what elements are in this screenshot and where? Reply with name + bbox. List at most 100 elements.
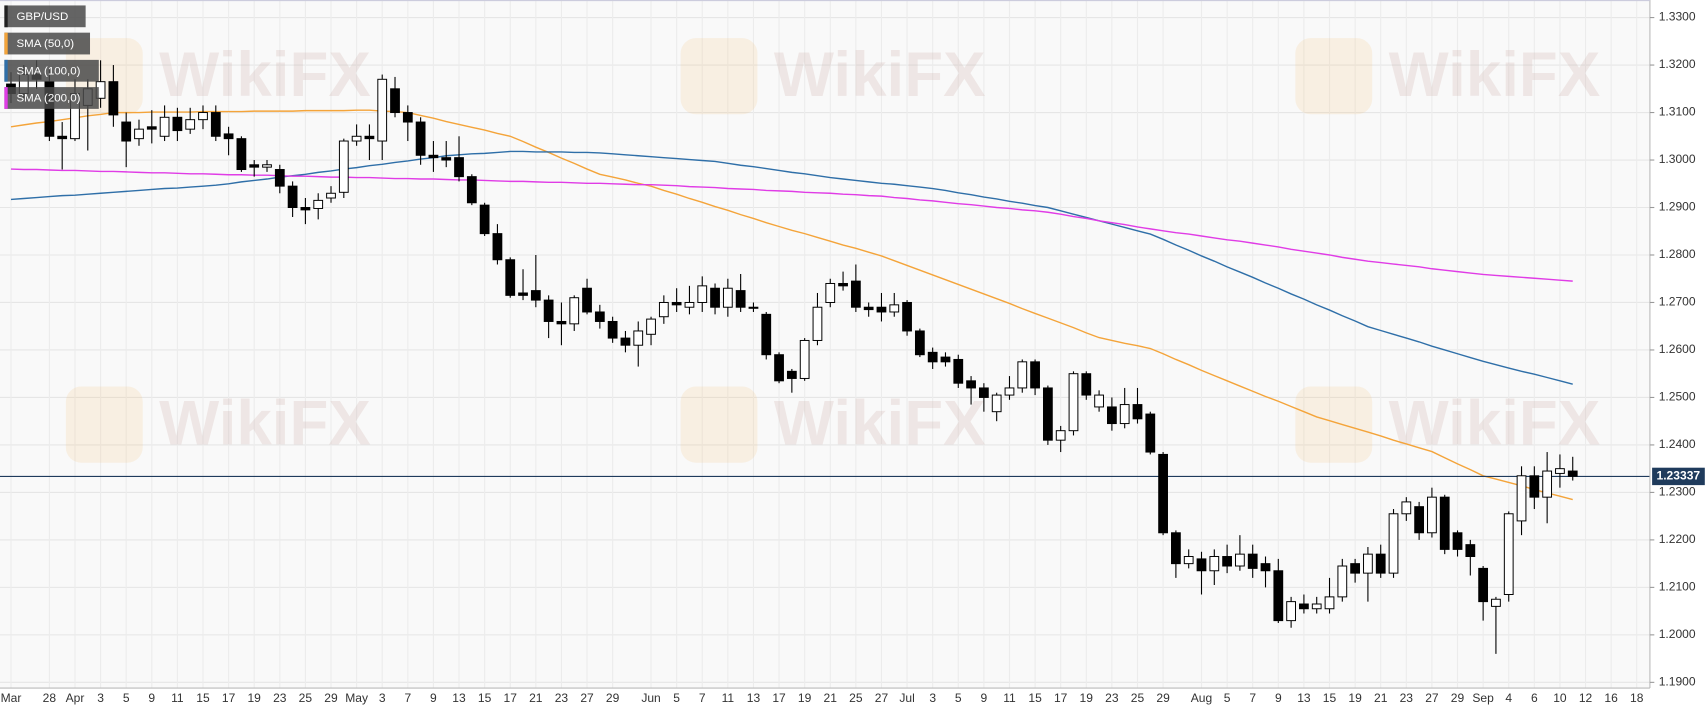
- x-tick-label: 4: [1505, 691, 1512, 705]
- candle-body: [1260, 563, 1271, 572]
- candle-body: [1414, 506, 1425, 534]
- x-tick-label: 21: [824, 691, 838, 705]
- candle-body: [454, 157, 464, 178]
- x-tick-label: 27: [580, 691, 594, 705]
- candle-body: [1478, 567, 1489, 603]
- candle-body: [1119, 404, 1130, 425]
- x-tick-label: 11: [171, 691, 184, 705]
- x-tick-label: 16: [1604, 691, 1618, 705]
- candle-body: [402, 112, 413, 123]
- y-tick-label: 1.2800: [1659, 247, 1696, 261]
- x-tick-label: 25: [1131, 691, 1145, 705]
- candle-body: [44, 81, 55, 137]
- candle-body: [377, 78, 388, 142]
- x-tick-label: 11: [722, 691, 735, 705]
- candle-body: [223, 133, 234, 140]
- candle-body: [428, 154, 439, 159]
- candle-body: [300, 207, 311, 211]
- x-tick-label: May: [345, 691, 368, 705]
- x-tick-label: 9: [430, 691, 437, 705]
- x-tick-label: Apr: [66, 691, 85, 705]
- sma-lines: [0, 109, 1650, 501]
- candle-body: [236, 138, 247, 171]
- y-tick-label: 1.3000: [1659, 152, 1696, 166]
- candle-body: [838, 282, 848, 287]
- candle-body: [1055, 430, 1066, 441]
- candle-body: [1465, 544, 1476, 558]
- y-tick-label: 1.2200: [1659, 532, 1696, 546]
- candle-body: [735, 290, 746, 308]
- candle-body: [1183, 556, 1194, 565]
- candle-body: [518, 292, 528, 296]
- x-tick-label: 9: [1275, 691, 1282, 705]
- watermarks: WikiFX WikiFX WikiFX WikiFX WikiFX WikiFX: [65, 38, 1601, 463]
- x-tick-label: 5: [673, 691, 680, 705]
- candle-body: [1452, 532, 1463, 550]
- watermark-text: WikiFX: [159, 389, 371, 459]
- candle-body: [479, 204, 490, 235]
- watermark-text: WikiFX: [159, 40, 371, 110]
- candle-body: [1158, 453, 1168, 534]
- candle-body: [1030, 361, 1040, 389]
- y-tick-label: 1.3100: [1659, 105, 1696, 119]
- candle-body: [1491, 598, 1501, 607]
- candle-body: [761, 313, 772, 356]
- candle-body: [390, 88, 400, 114]
- x-tick-label: Aug: [1191, 691, 1212, 705]
- candle-body: [1350, 563, 1361, 574]
- x-tick-label: 25: [299, 691, 313, 705]
- legend-box: [4, 59, 99, 82]
- x-tick-label: 17: [222, 691, 236, 705]
- x-tick-label: 17: [772, 691, 786, 705]
- candle-body: [710, 287, 720, 308]
- candle-body: [876, 306, 887, 313]
- x-tick-label: 21: [1374, 691, 1388, 705]
- y-tick-label: 1.2100: [1659, 580, 1696, 594]
- y-tick-label: 1.3200: [1659, 57, 1696, 71]
- watermark-text: WikiFX: [774, 40, 986, 110]
- x-tick-label: 29: [606, 691, 620, 705]
- candle-body: [556, 320, 567, 325]
- x-tick-label: 23: [1105, 691, 1119, 705]
- candle-body: [313, 199, 324, 209]
- legend: GBP/USD SMA (50,0) SMA (100,0) SMA (200,0): [4, 5, 99, 109]
- candle-body: [671, 301, 682, 306]
- candle-body: [1145, 413, 1156, 453]
- candle-body: [1196, 558, 1207, 572]
- legend-label: SMA (100,0): [16, 65, 80, 77]
- x-tick-label: 3: [379, 691, 386, 705]
- candle-body: [863, 306, 874, 311]
- x-tick-label: 29: [1451, 691, 1465, 705]
- candle-body: [287, 185, 298, 208]
- x-tick-label: 15: [196, 691, 210, 705]
- x-tick-label: Mar: [1, 691, 22, 705]
- candle-body: [146, 126, 157, 130]
- x-tick-label: 5: [123, 691, 130, 705]
- y-tick-label: 1.2300: [1659, 485, 1696, 499]
- candle-body: [1247, 553, 1258, 569]
- candle-body: [774, 354, 784, 382]
- y-tick-label: 1.3300: [1659, 10, 1696, 24]
- x-tick-label: 7: [699, 691, 706, 705]
- legend-label: GBP/USD: [16, 11, 68, 23]
- x-tick-label: Jul: [899, 691, 914, 705]
- candle-body: [1042, 387, 1053, 441]
- candle-body: [1107, 406, 1117, 425]
- legend-swatch: [4, 32, 8, 55]
- x-tick-label: 13: [1297, 691, 1311, 705]
- legend-swatch: [4, 59, 8, 82]
- x-tick-label: 18: [1630, 691, 1644, 705]
- candle-body: [262, 164, 272, 168]
- candle-body: [991, 394, 1002, 413]
- watermark-logo: [65, 386, 143, 463]
- y-tick-label: 1.2000: [1659, 627, 1696, 641]
- candle-body: [1516, 475, 1527, 522]
- watermark-text: WikiFX: [1389, 40, 1601, 110]
- x-tick-label: 5: [1224, 691, 1231, 705]
- x-tick-label: 21: [529, 691, 543, 705]
- watermark-text: WikiFX: [774, 389, 986, 459]
- candle-body: [684, 301, 695, 308]
- legend-label: SMA (50,0): [16, 38, 74, 50]
